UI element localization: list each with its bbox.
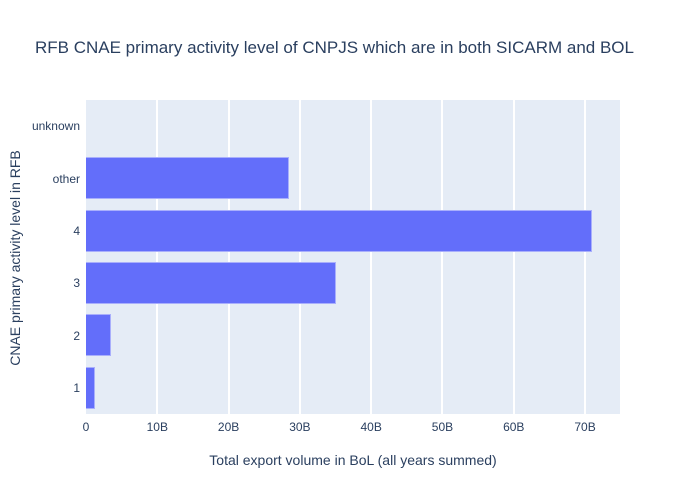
bar-row-2 bbox=[86, 309, 620, 361]
bar-row-unknown bbox=[86, 100, 620, 152]
gridline-30B bbox=[298, 100, 301, 414]
x-axis-tick-labels: 0 10B 20B 30B 40B 50B 60B 70B bbox=[82, 420, 620, 436]
bar-4 bbox=[86, 209, 593, 252]
y-tick-label-other: other bbox=[52, 171, 80, 186]
x-tick-label: 10B bbox=[146, 420, 168, 434]
x-tick-label: 30B bbox=[289, 420, 311, 434]
bar-3 bbox=[86, 262, 337, 305]
gridline-40B bbox=[370, 100, 373, 414]
chart-title: RFB CNAE primary activity level of CNPJS… bbox=[35, 38, 634, 57]
x-tick-label: 20B bbox=[217, 420, 240, 434]
bar-2 bbox=[86, 314, 111, 357]
y-tick-label-unknown: unknown bbox=[31, 119, 80, 134]
bar-row-4 bbox=[86, 205, 620, 257]
bar-other bbox=[86, 157, 290, 200]
x-tick-label: 50B bbox=[431, 420, 454, 434]
y-axis-tick-labels: unknown other 4 3 2 1 bbox=[0, 100, 80, 414]
y-tick-label-4: 4 bbox=[73, 223, 80, 238]
y-tick-label-1: 1 bbox=[73, 380, 80, 395]
bar-1 bbox=[86, 366, 96, 409]
x-tick-label: 60B bbox=[503, 420, 525, 434]
gridline-50B bbox=[441, 100, 444, 414]
gridline-60B bbox=[512, 100, 515, 414]
y-tick-label-3: 3 bbox=[73, 276, 80, 291]
y-tick-label-2: 2 bbox=[73, 328, 80, 343]
x-axis-title: Total export volume in BoL (all years su… bbox=[209, 452, 497, 468]
gridline-70B bbox=[584, 100, 587, 414]
bar-row-3 bbox=[86, 257, 620, 309]
x-tick-label: 40B bbox=[360, 420, 382, 434]
bar-row-other bbox=[86, 152, 620, 204]
x-tick-label: 0 bbox=[82, 420, 90, 434]
bar-row-1 bbox=[86, 362, 620, 414]
gridline-10B bbox=[156, 100, 159, 414]
plot-area bbox=[86, 100, 620, 414]
gridline-20B bbox=[227, 100, 230, 414]
x-tick-label: 70B bbox=[574, 420, 596, 434]
